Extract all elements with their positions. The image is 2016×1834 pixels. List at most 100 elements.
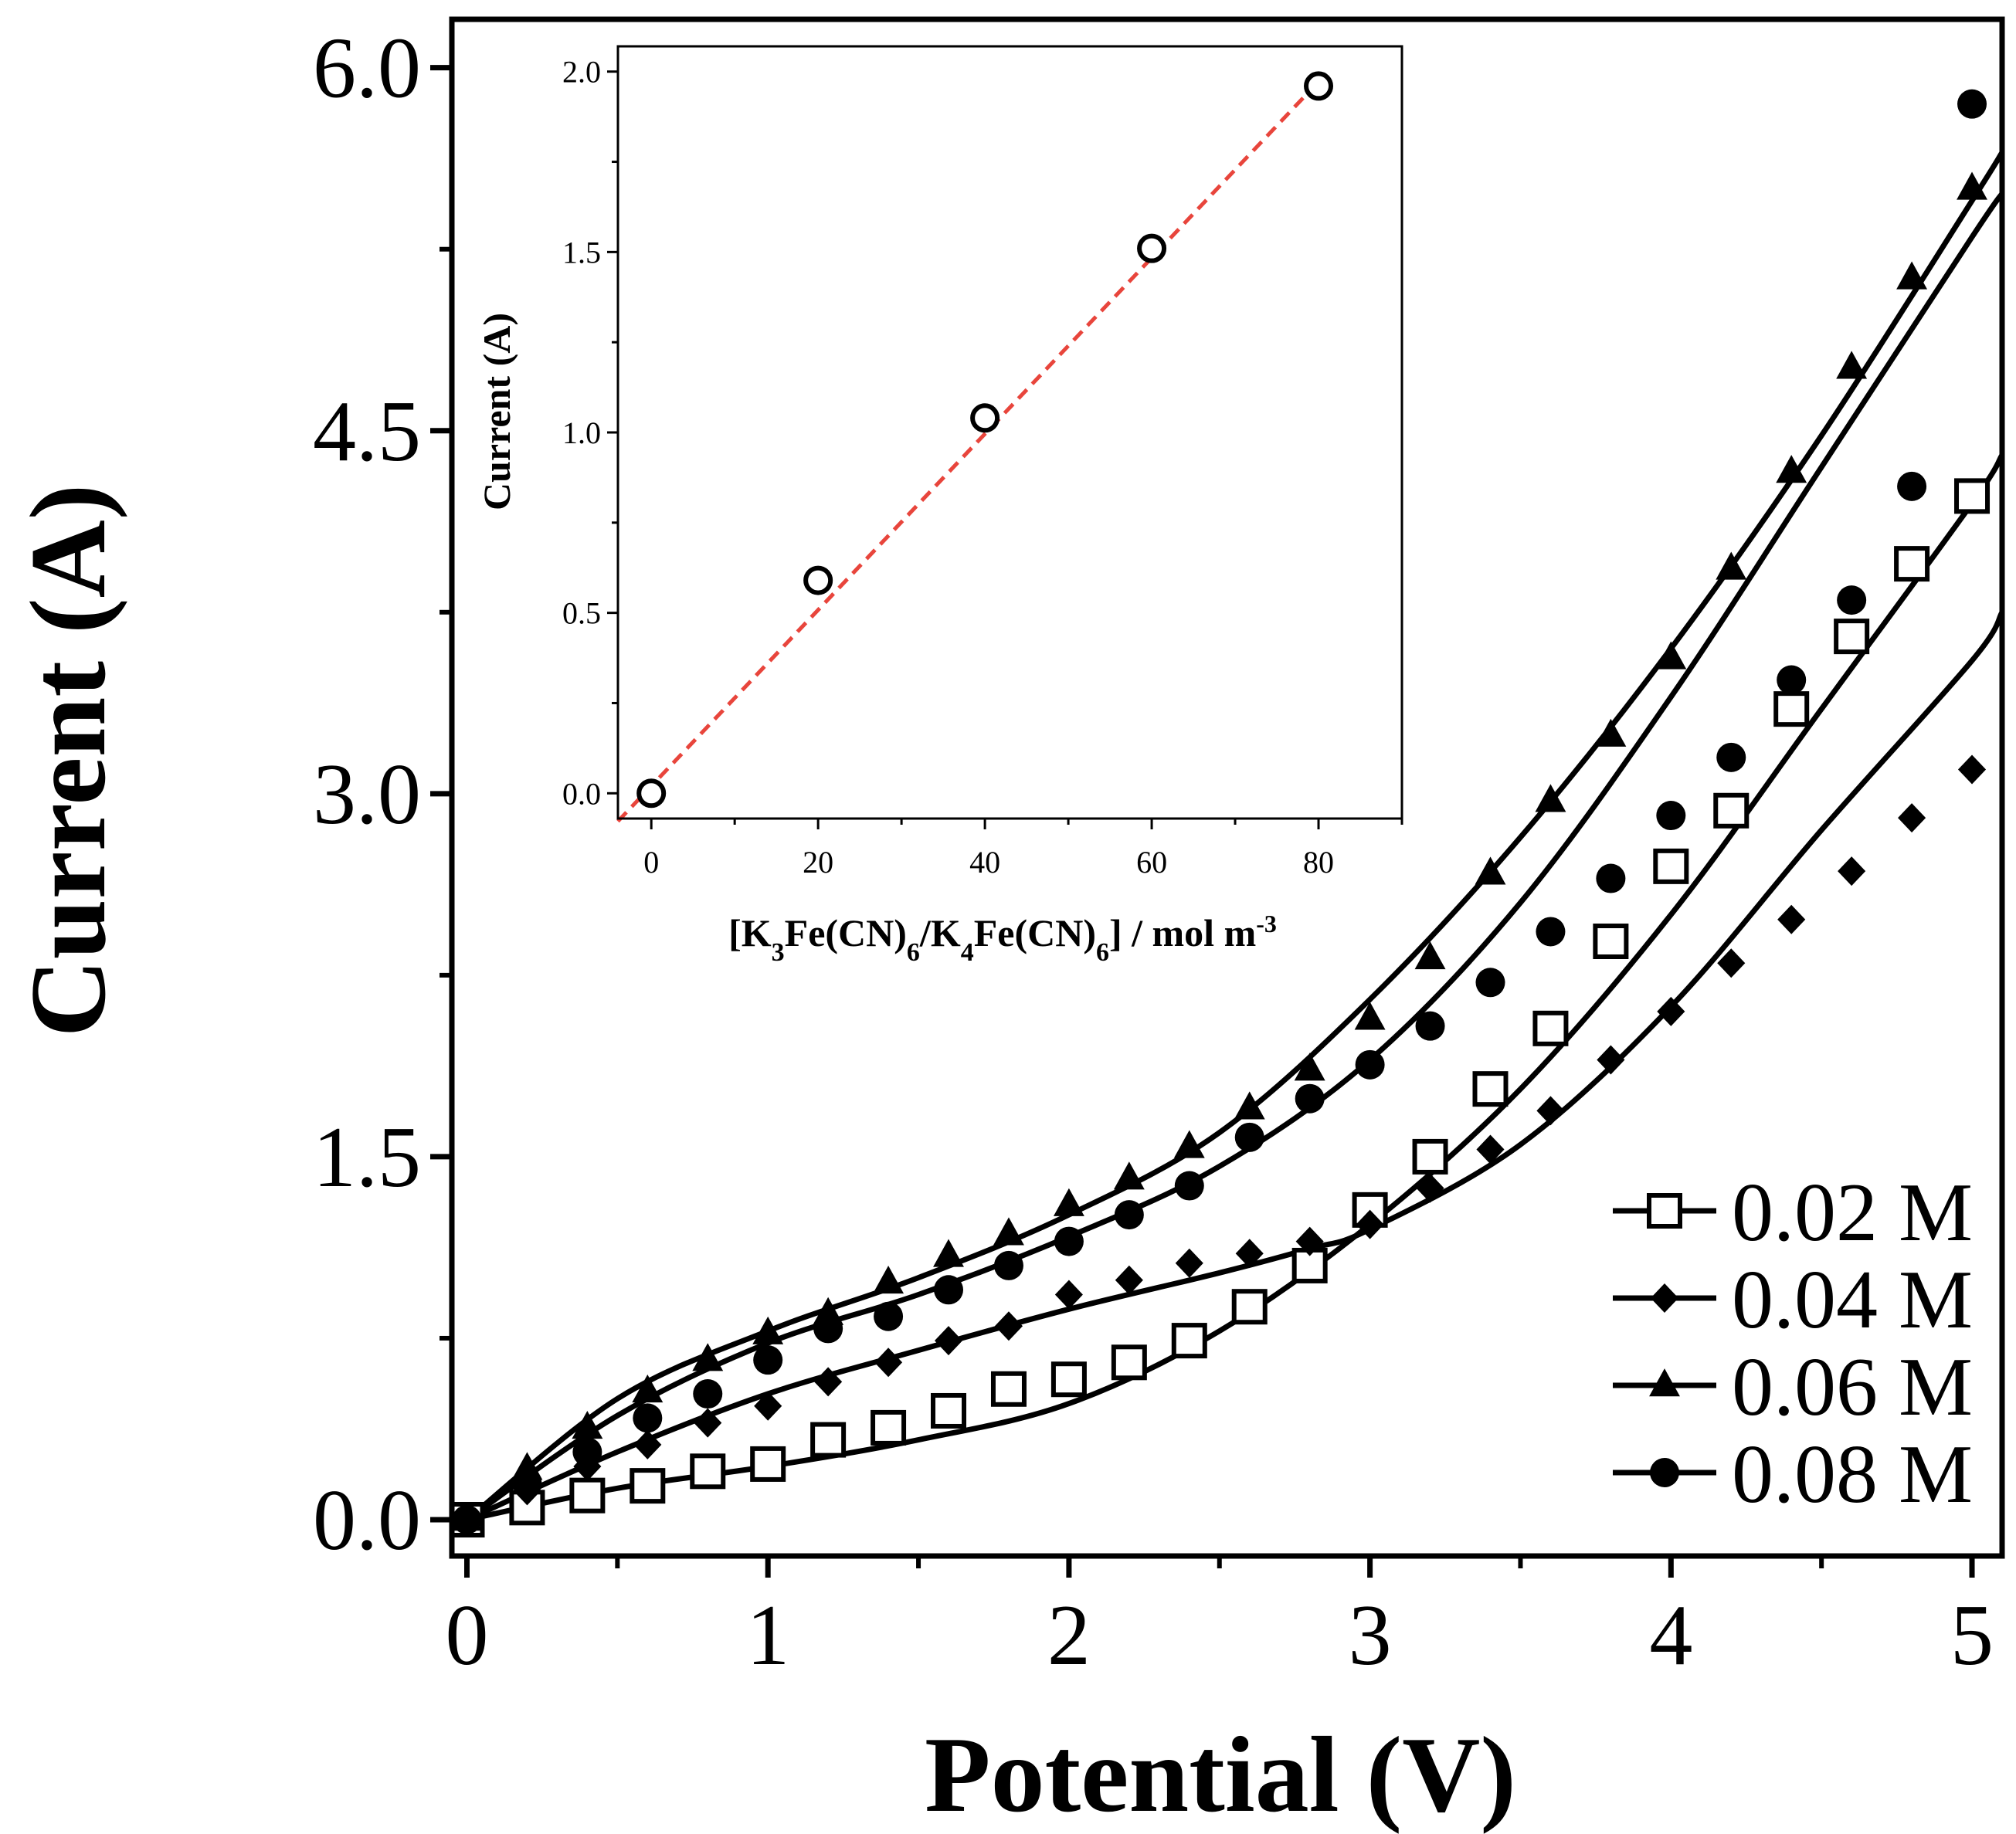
data-point [1475, 968, 1505, 998]
data-point [512, 1468, 542, 1498]
data-point [633, 1429, 662, 1459]
data-point [1355, 1049, 1385, 1080]
inset-y-tick-label: 1.5 [562, 235, 601, 270]
inset-x-axis-label: [K3Fe(CN)6/K4Fe(CN)6] / mol m-3 [728, 910, 1277, 967]
data-point [1234, 1091, 1265, 1120]
legend-label: 0.04 M [1732, 1254, 1973, 1346]
data-point [630, 1468, 666, 1504]
data-point [933, 1239, 964, 1267]
data-point [934, 1275, 964, 1305]
data-point [633, 1403, 663, 1433]
data-point [1111, 1344, 1147, 1381]
x-tick-label: 3 [1349, 1588, 1392, 1683]
data-point [572, 1437, 602, 1467]
legend: 0.02 M0.04 M0.06 M0.08 M [1613, 1167, 1973, 1520]
data-point [1294, 1053, 1325, 1081]
inset-x-label-part: Fe(CN) [785, 911, 907, 954]
main-plot-frame [449, 16, 2005, 1559]
inset-x-tick-label: 40 [969, 845, 1000, 880]
data-point [1836, 351, 1868, 379]
data-point [993, 1217, 1024, 1246]
inset-y-axis-label: Current (A) [475, 313, 518, 510]
main-tick-labels: 0 1 2 3 4 5 0.0 1.5 3.0 4.5 6.0 [313, 21, 1994, 1683]
data-point [1713, 792, 1750, 829]
data-point [1597, 1045, 1625, 1075]
data-point [1593, 924, 1629, 959]
data-point [750, 1446, 786, 1482]
data-point [452, 1504, 482, 1534]
x-axis-label: Potential (V) [925, 1715, 1516, 1834]
data-point [1656, 801, 1686, 831]
data-point [1054, 1226, 1084, 1256]
legend-item: 0.02 M [1613, 1167, 1973, 1259]
data-point [753, 1345, 783, 1375]
inset-x-label-part: 6 [907, 938, 920, 967]
data-point [1716, 742, 1746, 772]
y-axis-label: Current (A) [8, 484, 128, 1038]
data-point [1414, 941, 1446, 970]
data-point [1773, 691, 1810, 727]
data-point [693, 1379, 723, 1409]
data-point [1595, 718, 1627, 747]
data-point [874, 1348, 903, 1378]
data-point [874, 1301, 904, 1331]
inset-x-label-part: -3 [1256, 910, 1277, 937]
data-point [1354, 1002, 1386, 1030]
data-point [1476, 1134, 1505, 1164]
inset-axis-ticks [607, 70, 1403, 829]
data-point [873, 1266, 904, 1294]
data-point [632, 1375, 664, 1403]
inset-x-label-part: /K [919, 911, 961, 954]
inset-data-point [970, 403, 1000, 433]
data-point [814, 1367, 843, 1397]
data-point [1415, 1011, 1445, 1041]
inset-x-tick-label: 0 [643, 845, 659, 880]
inset-y-tick-label: 2.0 [562, 55, 601, 90]
data-point [1894, 546, 1930, 582]
legend-marker [1647, 1193, 1682, 1229]
inset-tick-labels: 0 20 40 60 80 0.0 0.5 1.0 1.5 2.0 [562, 55, 1334, 880]
data-point [1655, 641, 1687, 670]
inset-y-tick-label: 0.5 [562, 596, 601, 631]
legend-item: 0.08 M [1613, 1429, 1973, 1520]
inset-plot: 0 20 40 60 80 0.0 0.5 1.0 1.5 2.0 Current (A) [K3… [475, 45, 1403, 967]
data-point [1717, 948, 1746, 978]
data-point [1356, 1209, 1384, 1239]
y-tick-label: 6.0 [313, 21, 421, 117]
data-point [1596, 863, 1626, 893]
data-point [1532, 1010, 1569, 1046]
data-point [1295, 1083, 1325, 1114]
inset-data-point [1304, 71, 1334, 101]
data-point [1114, 1200, 1144, 1230]
data-point [694, 1408, 722, 1438]
legend-label: 0.08 M [1732, 1429, 1973, 1520]
data-point [1834, 619, 1870, 655]
data-point [1171, 1323, 1207, 1359]
data-point [1898, 803, 1926, 833]
data-point [754, 1391, 782, 1421]
data-point [1657, 996, 1685, 1026]
inset-data-markers [636, 71, 1334, 809]
main-plot: 0 1 2 3 4 5 0.0 1.5 3.0 4.5 6.0 Potential (V) Curr… [8, 16, 2005, 1834]
x-tick-label: 2 [1047, 1588, 1091, 1683]
legend-label: 0.06 M [1732, 1341, 1973, 1433]
inset-x-label-part: [K [728, 911, 772, 954]
inset-x-label-part: ] / mol m [1109, 911, 1256, 954]
data-point [569, 1477, 606, 1514]
data-point [1174, 1171, 1204, 1201]
data-point [871, 1409, 907, 1446]
data-point [810, 1422, 847, 1458]
x-tick-label: 4 [1649, 1588, 1692, 1683]
main-axis-ticks [430, 65, 1975, 1578]
data-point [1957, 171, 1987, 200]
data-point [1231, 1289, 1268, 1325]
data-point [1777, 665, 1807, 695]
data-point [1776, 455, 1807, 483]
inset-x-label-part: 3 [772, 938, 785, 967]
data-point [1954, 478, 1991, 514]
data-point [1837, 585, 1867, 615]
data-point [1838, 856, 1866, 886]
data-point [1050, 1361, 1087, 1398]
inset-background [618, 46, 1402, 819]
